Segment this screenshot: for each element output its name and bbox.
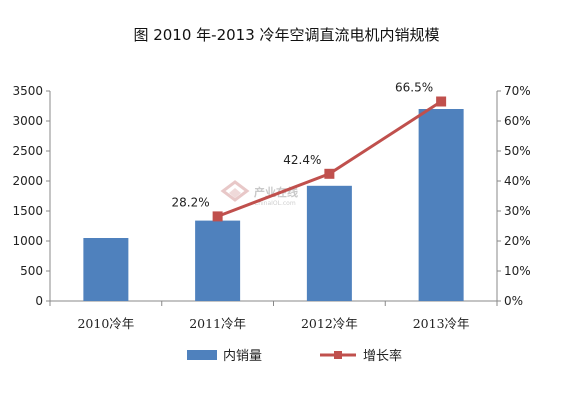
- right-tick-label: 0%: [504, 294, 523, 308]
- right-tick-label: 50%: [504, 144, 531, 158]
- category-label: 2012冷年: [301, 316, 358, 331]
- watermark-logo-icon: [220, 180, 250, 202]
- chart-title: 图 2010 年-2013 冷年空调直流电机内销规模: [133, 26, 440, 44]
- bar: [418, 109, 464, 301]
- left-tick-label: 1000: [12, 234, 43, 248]
- data-label: 28.2%: [172, 195, 210, 209]
- left-tick-label: 0: [35, 294, 43, 308]
- data-label: 42.4%: [283, 153, 321, 167]
- left-tick-label: 2500: [12, 144, 43, 158]
- legend: 内销量 增长率: [187, 348, 402, 364]
- bars: [83, 109, 464, 301]
- right-tick-label: 10%: [504, 264, 531, 278]
- growth-line: 28.2% 42.4% 66.5%: [172, 81, 447, 222]
- line-point: [212, 211, 223, 222]
- legend-label: 内销量: [223, 348, 262, 364]
- category-labels: 2010冷年 2011冷年 2012冷年 2013冷年: [77, 316, 469, 331]
- right-tick-label: 60%: [504, 114, 531, 128]
- right-tick-label: 70%: [504, 84, 531, 98]
- legend-label: 增长率: [363, 348, 402, 364]
- right-axis-ticks: 0% 10% 20% 30% 40% 50% 60% 70%: [497, 84, 531, 308]
- legend-swatch-marker: [334, 351, 342, 359]
- left-tick-label: 1500: [12, 204, 43, 218]
- bar: [195, 220, 241, 301]
- category-label: 2011冷年: [189, 316, 246, 331]
- right-tick-label: 20%: [504, 234, 531, 248]
- category-label: 2013冷年: [413, 316, 470, 331]
- line-point: [324, 168, 335, 179]
- watermark-subtext: ChinaIOL.com: [254, 200, 296, 207]
- left-tick-label: 2000: [12, 174, 43, 188]
- watermark: 产业在线 ChinaIOL.com: [220, 180, 298, 207]
- data-label: 66.5%: [395, 81, 433, 95]
- legend-swatch-bar: [187, 350, 217, 360]
- right-tick-label: 30%: [504, 204, 531, 218]
- right-tick-label: 40%: [504, 174, 531, 188]
- left-tick-label: 3500: [12, 84, 43, 98]
- left-tick-label: 500: [20, 264, 43, 278]
- left-tick-label: 3000: [12, 114, 43, 128]
- bar: [83, 238, 129, 301]
- line-point: [436, 96, 447, 107]
- category-label: 2010冷年: [77, 316, 134, 331]
- left-axis-ticks: 0 500 1000 1500 2000 2500 3000 3500: [12, 84, 50, 308]
- bar: [306, 185, 352, 301]
